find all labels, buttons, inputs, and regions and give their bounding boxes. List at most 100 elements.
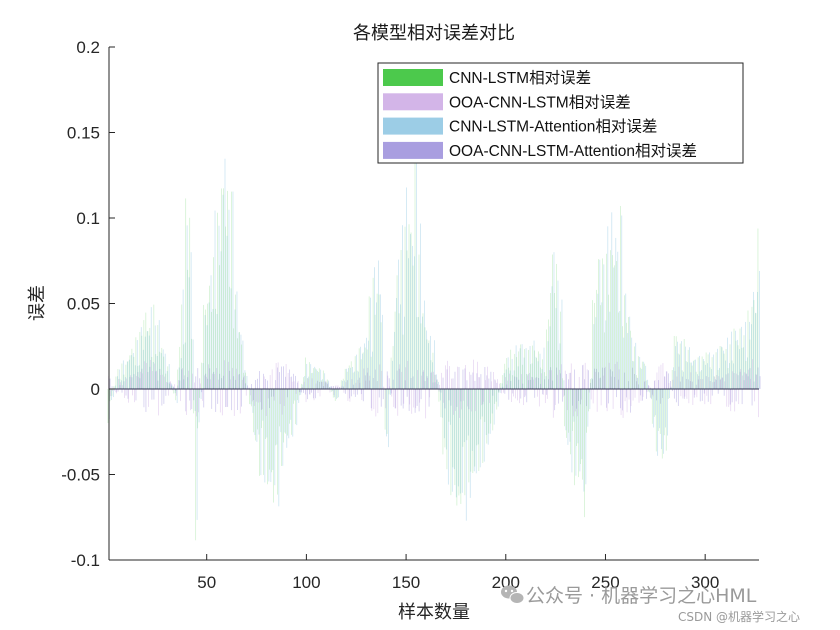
bar <box>592 389 594 404</box>
bar <box>391 389 393 397</box>
bar <box>359 382 361 389</box>
bar <box>414 134 416 389</box>
bar <box>471 389 472 412</box>
bar <box>356 370 358 389</box>
bar <box>306 363 308 389</box>
bar <box>131 348 133 389</box>
bar <box>247 385 248 389</box>
bar <box>646 389 647 399</box>
bar <box>154 363 155 389</box>
bar <box>538 351 539 389</box>
bar <box>241 379 243 389</box>
y-tick-label: 0 <box>91 380 100 399</box>
bar <box>471 389 473 451</box>
bar <box>667 373 669 389</box>
bar <box>326 382 328 389</box>
bar <box>383 386 385 389</box>
bar <box>307 378 309 389</box>
bar <box>713 376 715 389</box>
bar <box>475 389 477 474</box>
bar <box>705 352 707 389</box>
bar <box>191 389 193 410</box>
bar <box>630 389 631 413</box>
bar <box>130 355 132 389</box>
bar <box>656 389 657 401</box>
bar <box>482 389 484 405</box>
bar <box>532 377 534 389</box>
bar <box>515 345 517 389</box>
bar <box>370 356 372 389</box>
bar <box>228 209 230 389</box>
bar <box>382 314 383 389</box>
bar <box>636 377 638 389</box>
bar <box>324 381 326 389</box>
bar <box>467 389 469 436</box>
bar <box>219 373 221 389</box>
bar <box>259 389 261 403</box>
bar <box>541 369 543 389</box>
bar <box>269 389 270 470</box>
bar <box>416 317 418 389</box>
bar <box>707 363 708 389</box>
bar <box>365 380 367 389</box>
bar <box>550 367 552 389</box>
bar <box>191 338 193 389</box>
bar <box>710 389 712 405</box>
bar <box>540 373 542 389</box>
bar <box>685 361 687 389</box>
bar <box>741 347 743 389</box>
bar <box>711 357 713 389</box>
bar <box>628 389 630 400</box>
bar <box>258 389 260 435</box>
bar <box>414 389 416 413</box>
bar <box>194 389 196 411</box>
bar <box>281 389 282 466</box>
bar <box>310 373 312 389</box>
bar <box>600 377 601 389</box>
bar <box>119 385 121 389</box>
bar <box>164 376 165 389</box>
bar <box>639 367 641 389</box>
legend-label: CNN-LSTM相对误差 <box>449 69 591 87</box>
bar <box>255 389 257 402</box>
bar <box>588 389 589 412</box>
bar <box>271 369 273 389</box>
bar <box>699 355 700 389</box>
bar <box>140 327 142 389</box>
bar <box>473 389 475 472</box>
bar <box>759 376 761 389</box>
bar <box>139 378 141 389</box>
bar <box>525 348 527 389</box>
bar <box>699 371 701 389</box>
bar <box>223 360 225 389</box>
bar <box>320 369 322 389</box>
bar <box>319 381 320 389</box>
bar <box>613 267 615 389</box>
bar <box>287 389 288 398</box>
bar <box>218 225 220 389</box>
bar <box>262 389 264 421</box>
bar <box>360 346 361 389</box>
bar <box>122 385 123 389</box>
bar <box>523 389 524 406</box>
bar <box>225 389 227 408</box>
bar <box>454 371 456 389</box>
bar <box>671 370 673 389</box>
bar <box>635 342 637 389</box>
bar <box>580 389 581 465</box>
bar <box>420 323 422 389</box>
bar <box>633 346 635 389</box>
bar <box>333 389 335 396</box>
bar <box>474 389 476 467</box>
bar <box>754 389 756 402</box>
bar <box>544 372 545 389</box>
bar <box>253 389 254 433</box>
bar <box>611 212 613 389</box>
bar <box>144 361 145 389</box>
bar <box>311 389 312 393</box>
bar <box>724 381 726 389</box>
bar <box>115 376 117 389</box>
bar <box>729 389 731 405</box>
bar <box>604 366 606 389</box>
bar <box>751 389 753 406</box>
